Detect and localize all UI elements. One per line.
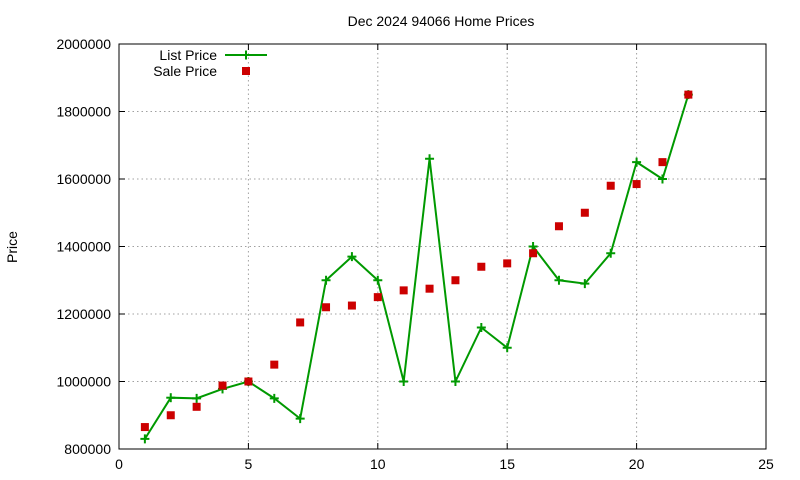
list-price-point <box>450 377 460 386</box>
sale-price-point <box>632 180 641 189</box>
sale-price-point <box>218 381 227 390</box>
list-price-point <box>606 248 616 258</box>
y-tick-label: 800000 <box>64 441 111 457</box>
legend: List Price Sale Price <box>153 47 267 79</box>
sale-price-point <box>347 301 356 310</box>
sale-price-point <box>296 318 305 327</box>
x-tick-label: 0 <box>115 456 123 472</box>
y-tick-label: 1800000 <box>56 104 111 120</box>
series-sale-price <box>140 90 693 432</box>
sale-price-point <box>658 158 667 167</box>
list-price-point <box>425 154 435 164</box>
chart-title: Dec 2024 94066 Home Prices <box>348 13 535 29</box>
y-tick-label: 1600000 <box>56 171 111 187</box>
list-price-line <box>144 94 690 440</box>
legend-marker-list-price <box>241 50 251 60</box>
list-price-point <box>347 252 357 262</box>
sale-price-point <box>192 402 201 411</box>
list-price-point <box>269 393 279 403</box>
x-tick-labels: 0 5 10 15 20 25 <box>115 456 774 472</box>
list-price-point <box>373 275 383 285</box>
list-price-point <box>399 377 409 386</box>
sale-price-point <box>451 276 460 285</box>
list-price-point <box>657 174 667 184</box>
list-price-point <box>321 275 331 285</box>
legend-sample-sale-price <box>242 67 250 75</box>
list-price-point <box>295 414 305 424</box>
y-tick-labels: 800000 1000000 1200000 1400000 1600000 180000… <box>56 36 111 457</box>
list-price-point <box>554 275 564 285</box>
y-tick-label: 2000000 <box>56 36 111 52</box>
list-price-point <box>140 434 150 444</box>
sale-price-point <box>244 377 253 386</box>
series-list-price <box>140 90 693 444</box>
y-tick-label: 1400000 <box>56 239 111 255</box>
list-price-point <box>192 393 202 403</box>
y-tick-label: 1000000 <box>56 374 111 390</box>
list-price-point <box>632 157 642 167</box>
x-tick-label: 15 <box>499 456 515 472</box>
sale-price-point <box>425 284 434 293</box>
list-price-point <box>166 393 176 403</box>
list-price-point <box>502 343 512 353</box>
axis-ticks <box>118 43 767 450</box>
legend-sample-list-price <box>225 50 267 60</box>
sale-price-point <box>322 303 331 312</box>
sale-price-point <box>399 286 408 295</box>
x-tick-label: 25 <box>758 456 774 472</box>
list-price-point <box>580 279 590 289</box>
legend-label-sale-price: Sale Price <box>153 63 217 79</box>
legend-label-list-price: List Price <box>159 47 217 63</box>
x-tick-label: 20 <box>629 456 645 472</box>
series-layer <box>140 90 693 444</box>
sale-price-point <box>166 411 175 420</box>
sale-price-point <box>606 181 615 190</box>
sale-price-point <box>554 222 563 231</box>
sale-price-point <box>477 262 486 271</box>
x-tick-label: 5 <box>245 456 253 472</box>
sale-price-point <box>503 259 512 268</box>
sale-price-point <box>140 423 149 432</box>
sale-price-point <box>270 360 279 369</box>
y-axis-label: Price <box>4 231 20 263</box>
grid <box>119 44 766 449</box>
y-tick-label: 1200000 <box>56 306 111 322</box>
sale-price-point <box>580 208 589 217</box>
sale-price-point <box>529 249 538 258</box>
list-price-point <box>476 323 486 332</box>
sale-price-point <box>373 293 382 302</box>
legend-marker-sale-price <box>242 67 250 75</box>
x-tick-label: 10 <box>370 456 386 472</box>
sale-price-point <box>684 90 693 99</box>
